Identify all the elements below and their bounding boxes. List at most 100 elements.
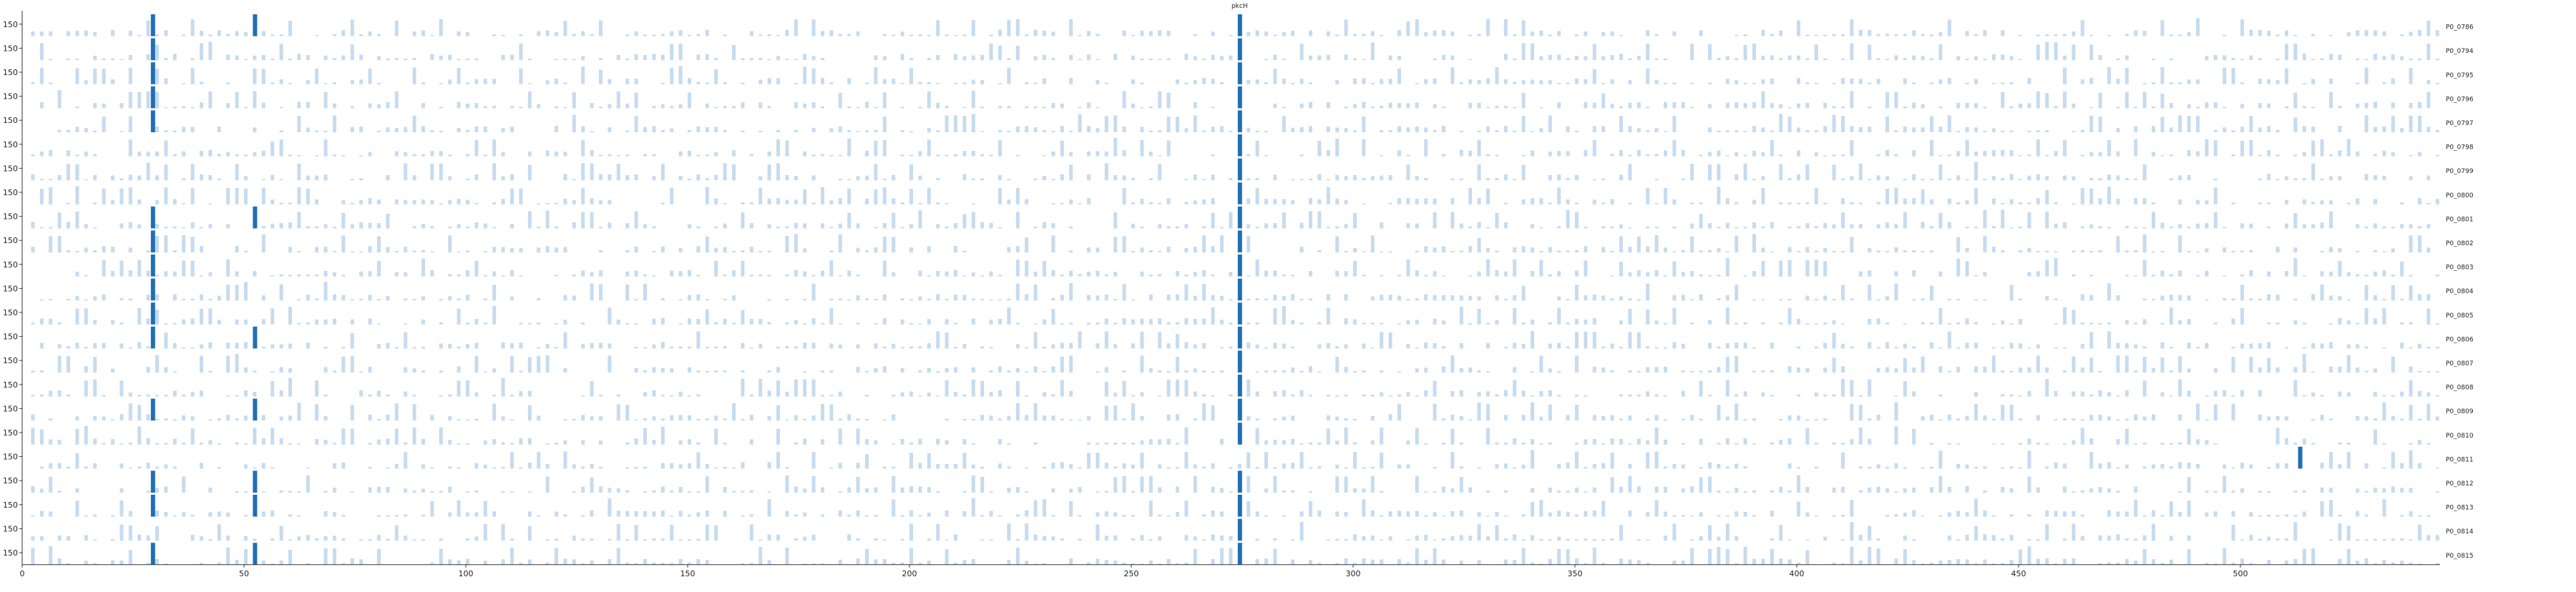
bar [900, 538, 904, 541]
bar [2036, 558, 2040, 565]
bar [945, 271, 949, 277]
bar [1326, 126, 1330, 132]
bar [2045, 154, 2049, 157]
bar [1513, 130, 1517, 132]
bar [2019, 59, 2022, 61]
bar [723, 275, 727, 277]
bar [2205, 248, 2209, 252]
bar [2072, 44, 2076, 61]
bar [466, 199, 469, 204]
bar [1921, 179, 1925, 181]
bar [1380, 275, 1384, 277]
bar [1770, 222, 1774, 229]
bar [164, 563, 168, 565]
bar [155, 224, 159, 229]
bar [625, 154, 630, 157]
bar [244, 390, 248, 397]
bar [1069, 54, 1073, 61]
bar [581, 322, 585, 325]
bar [874, 322, 878, 325]
bar [900, 154, 904, 157]
bar [1770, 395, 1774, 397]
bar [581, 466, 585, 469]
bar [315, 380, 319, 397]
bar [1690, 223, 1694, 229]
bar [2426, 515, 2431, 517]
bar [2072, 491, 2076, 493]
bar [1468, 226, 1473, 229]
bar [2400, 224, 2404, 229]
bar [1113, 322, 1118, 325]
bar [776, 380, 780, 397]
bar [359, 54, 364, 61]
bar [1291, 30, 1295, 36]
bar [1628, 58, 1632, 61]
bar [1025, 395, 1029, 397]
bar [732, 251, 736, 252]
bar [1841, 343, 1845, 349]
bar [2063, 443, 2067, 445]
bar [474, 202, 479, 204]
bar [146, 414, 150, 421]
bar [1823, 58, 1828, 61]
bar [1548, 442, 1552, 445]
bar [1503, 174, 1508, 181]
bar [2152, 58, 2155, 61]
bar [315, 247, 319, 252]
bar [696, 559, 701, 565]
bar [466, 295, 469, 301]
bar [749, 439, 753, 445]
bar [261, 234, 265, 252]
bar [2320, 463, 2324, 469]
bar [1991, 418, 1996, 421]
bar [643, 539, 647, 541]
bar [2311, 548, 2316, 565]
bar [1814, 34, 1818, 36]
bar [785, 29, 789, 36]
bar [1841, 34, 1845, 36]
bar [1291, 539, 1295, 541]
bar [57, 390, 62, 397]
bar [217, 524, 221, 541]
bar [1051, 151, 1055, 157]
bar [1912, 55, 1916, 61]
bar [696, 442, 701, 445]
bar [172, 107, 177, 109]
bar [270, 224, 275, 229]
bar [297, 403, 301, 421]
bar [688, 562, 691, 565]
bar [865, 488, 869, 493]
bar [2267, 294, 2271, 301]
bar [2019, 179, 2022, 181]
bar [1539, 391, 1543, 397]
bar [2187, 500, 2191, 517]
bar [1370, 235, 1375, 252]
bar [190, 107, 195, 109]
bar [1743, 131, 1747, 132]
bar [1894, 271, 1898, 277]
bar [1947, 222, 1951, 229]
bar [172, 371, 177, 373]
bar [31, 370, 35, 373]
bar [1273, 223, 1277, 229]
bar [2391, 227, 2395, 229]
bar [67, 164, 70, 181]
bar [936, 524, 940, 541]
bar [2098, 414, 2102, 421]
bar [1610, 453, 1614, 469]
bar [652, 34, 656, 36]
bar [767, 151, 771, 157]
bar [1148, 130, 1153, 132]
bar [882, 318, 887, 325]
bar [1965, 415, 1969, 421]
bar [1388, 251, 1392, 252]
bar [2019, 227, 2022, 229]
bar [155, 126, 159, 132]
bar [1415, 126, 1419, 132]
bar [2027, 272, 2031, 277]
bar [217, 443, 221, 445]
bar [678, 247, 683, 252]
bar [1317, 55, 1322, 61]
bar [2160, 94, 2165, 109]
row-label: P0_0794 [2446, 48, 2474, 55]
